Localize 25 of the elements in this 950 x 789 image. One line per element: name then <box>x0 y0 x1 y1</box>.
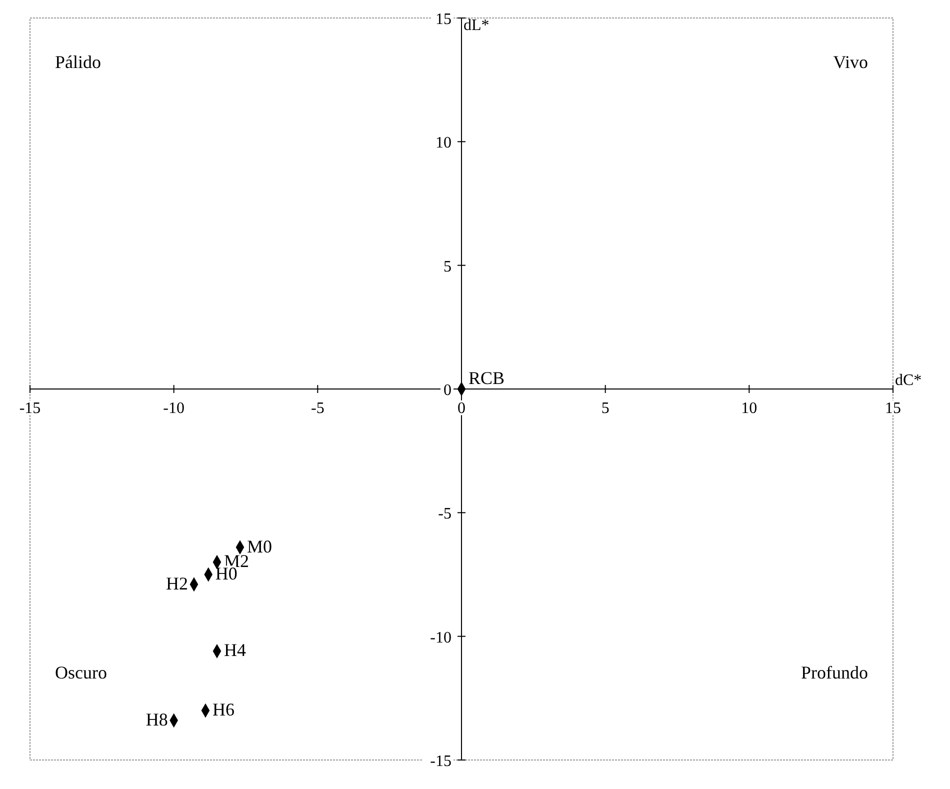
annotation: Vivo <box>833 52 868 72</box>
x-tick-label: -5 <box>311 400 324 417</box>
y-tick-label: 5 <box>444 258 452 276</box>
series-label: H6 <box>212 700 234 720</box>
series-label: H4 <box>224 640 246 660</box>
annotation: Profundo <box>801 662 868 682</box>
series-label: M0 <box>246 536 272 556</box>
x-tick-label: 15 <box>885 400 901 417</box>
x-tick-label: -15 <box>19 400 41 417</box>
y-tick-label: 0 <box>444 382 452 399</box>
y-tick-label: 15 <box>436 11 452 28</box>
x-tick-label: 5 <box>601 400 610 417</box>
x-axis-title: dC* <box>895 372 922 389</box>
annotation: Oscuro <box>55 662 107 682</box>
series-label: H8 <box>146 709 168 730</box>
y-tick-label: -10 <box>430 629 452 646</box>
y-tick-label: -5 <box>438 506 452 523</box>
x-tick-label: 10 <box>741 400 758 417</box>
x-tick-label: -10 <box>163 400 184 417</box>
y-axis-title: dL* <box>464 17 490 34</box>
series-label: H2 <box>166 573 188 594</box>
y-tick-label: -15 <box>430 753 452 770</box>
series-label: RCB <box>468 368 505 388</box>
annotation: Pálido <box>55 52 102 72</box>
y-tick-label: 10 <box>436 134 452 152</box>
